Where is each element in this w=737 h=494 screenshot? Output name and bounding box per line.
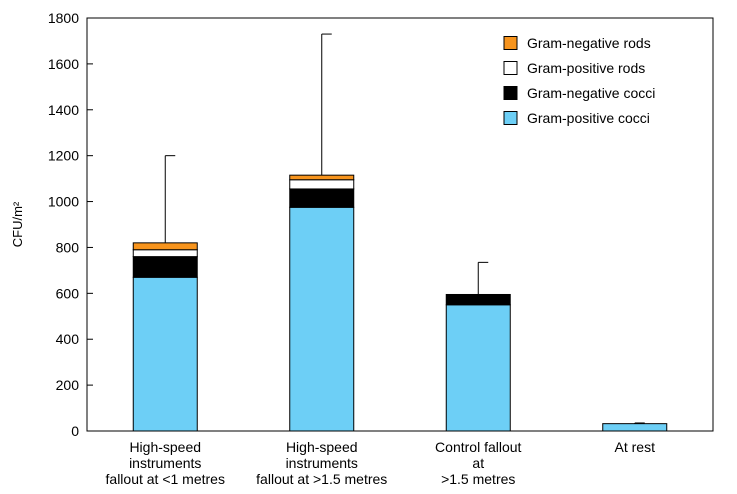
legend-label: Gram-positive cocci <box>527 110 650 126</box>
y-tick-labels: 0 200 400 600 800 1000 1200 1400 1600 1800 <box>48 10 79 439</box>
y-tick-label: 0 <box>71 423 79 439</box>
x-category-labels: High-speed instruments fallout at <1 metre… <box>106 439 656 487</box>
x-category-label: High-speed instruments fallout at <1 metre… <box>106 439 225 487</box>
y-tick-label: 1600 <box>48 56 79 72</box>
bar-segment-gram-negative-cocci <box>132 256 198 278</box>
legend-item-gram-positive-rods: Gram-positive rods <box>503 60 645 76</box>
plot-frame <box>86 17 714 432</box>
bars <box>132 33 668 432</box>
legend-item-gram-positive-cocci: Gram-positive cocci <box>503 110 650 126</box>
y-axis-title: CFU/m² <box>10 201 25 247</box>
legend-label: Gram-negative cocci <box>527 85 655 101</box>
y-tick-label: 200 <box>56 377 80 393</box>
bar-segment-gram-positive-rods <box>132 249 198 258</box>
legend-item-gram-negative-cocci: Gram-negative cocci <box>503 85 655 101</box>
x-category-label-line: High-speed <box>129 439 201 455</box>
bar-segment-gram-positive-cocci <box>602 423 668 432</box>
x-category-label-line: instruments <box>286 455 358 471</box>
y-tick-label: 1200 <box>48 148 79 164</box>
y-tick-label: 1400 <box>48 102 79 118</box>
legend-swatch <box>503 111 518 125</box>
x-category-label: Control fallout at >1.5 metres <box>435 439 521 487</box>
legend-swatch <box>503 61 518 75</box>
bar-segment-gram-negative-cocci <box>445 293 511 306</box>
bar-segment-gram-positive-cocci <box>445 304 511 432</box>
legend-label: Gram-positive rods <box>527 60 645 76</box>
x-category-label-line: At rest <box>615 439 656 455</box>
legend: Gram-negative rods Gram-positive rods Gram… <box>503 35 655 126</box>
x-category-label-line: at <box>472 455 484 471</box>
x-category-label: High-speed instruments fallout at >1.5 met… <box>256 439 387 487</box>
x-category-label-line: >1.5 metres <box>441 471 515 487</box>
x-category-label: At rest <box>615 439 656 455</box>
bar-segment-gram-positive-cocci <box>132 276 198 432</box>
y-tick-label: 800 <box>56 239 80 255</box>
legend-item-gram-negative-rods: Gram-negative rods <box>503 35 651 51</box>
y-tick-label: 600 <box>56 285 80 301</box>
legend-swatch <box>503 36 518 50</box>
y-tick-label: 1000 <box>48 194 79 210</box>
bar-segment-gram-negative-rods <box>132 242 198 251</box>
legend-swatch <box>503 86 518 100</box>
bar-segment-gram-positive-cocci <box>289 206 355 432</box>
bar-segment-gram-negative-cocci <box>289 188 355 208</box>
x-category-label-line: fallout at >1.5 metres <box>256 471 387 487</box>
axes <box>86 17 714 432</box>
x-category-label-line: Control fallout <box>435 439 521 455</box>
y-tick-label: 1800 <box>48 10 79 26</box>
legend-label: Gram-negative rods <box>527 35 651 51</box>
y-tick-label: 400 <box>56 331 80 347</box>
bar-segment-gram-positive-rods <box>289 179 355 190</box>
bar-segment-gram-negative-rods <box>289 174 355 181</box>
x-category-label-line: High-speed <box>286 439 358 455</box>
x-category-label-line: instruments <box>129 455 201 471</box>
x-category-label-line: fallout at <1 metres <box>106 471 225 487</box>
